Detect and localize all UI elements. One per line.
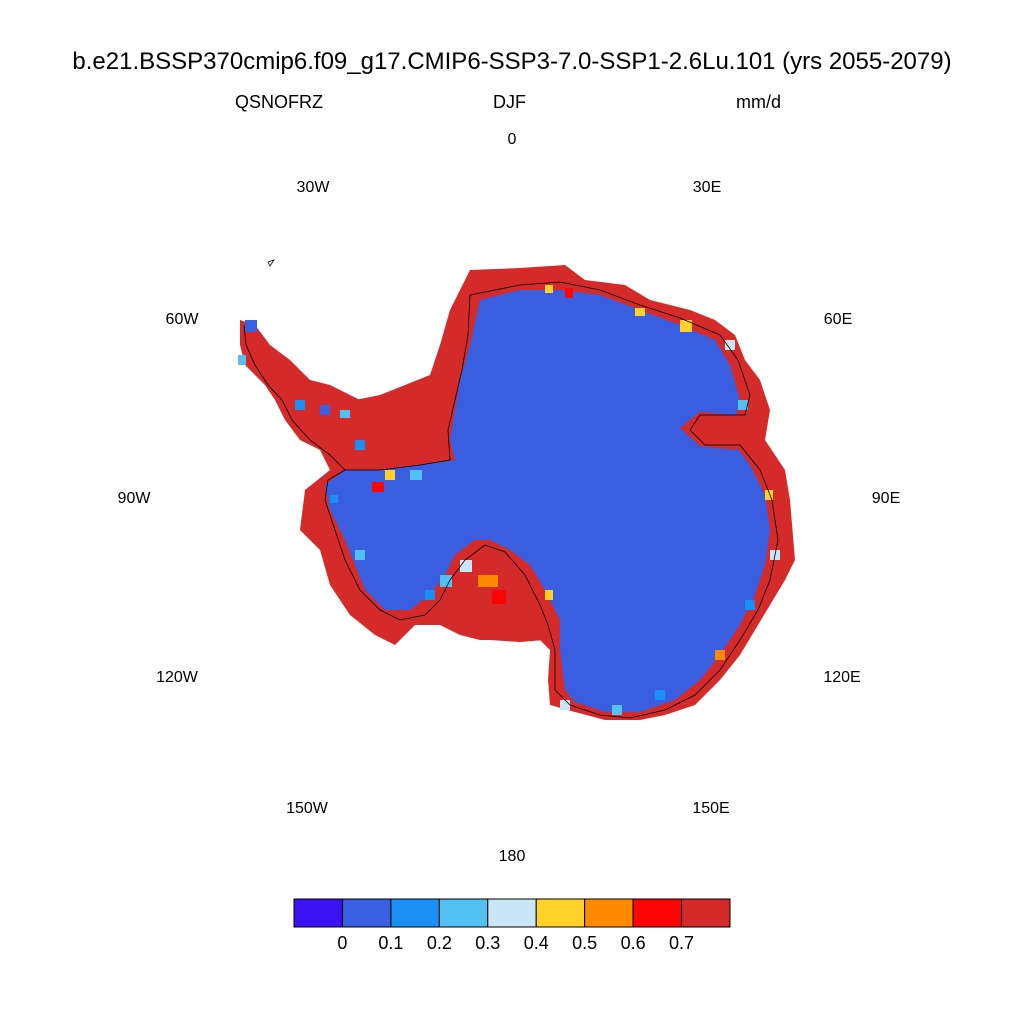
lon-label-120w: 120W (156, 669, 198, 686)
colorbar (293, 898, 731, 928)
colorbar-box (438, 898, 489, 928)
lon-label-30w: 30W (296, 179, 330, 196)
lon-label-150w: 150W (286, 800, 328, 817)
colorbar-tick-label: 0 (337, 933, 348, 953)
season-label: DJF (493, 92, 526, 112)
colorbar-box (535, 898, 586, 928)
units-label: mm/d (736, 92, 781, 112)
colorbar-tick-label: 0.4 (523, 933, 549, 953)
colorbar-box (390, 898, 440, 928)
ice-sheet-interior (325, 290, 770, 712)
plot-title: b.e21.BSSP370cmip6.f09_g17.CMIP6-SSP3-7.… (72, 48, 952, 75)
lon-label-90e: 90E (871, 490, 901, 507)
lon-label-120e: 120E (823, 669, 861, 686)
colorbar-tick-label: 0.3 (475, 933, 501, 953)
colorbar-box (487, 898, 537, 928)
colorbar-box (341, 898, 392, 928)
colorbar-tick-label: 0.2 (426, 933, 452, 953)
edge-cells (238, 285, 780, 715)
variable-label: QSNOFRZ (235, 92, 323, 112)
lon-label-90w: 90W (117, 490, 151, 507)
colorbar-tick-label: 0.6 (620, 933, 646, 953)
colorbar-tick-label: 0.1 (378, 933, 404, 953)
lon-label-0: 0 (507, 131, 517, 148)
lon-label-150e: 150E (692, 800, 730, 817)
amery-inlet (680, 412, 748, 450)
colorbar-box (632, 898, 683, 928)
colorbar-box (681, 898, 731, 928)
lon-label-30e: 30E (692, 179, 722, 196)
colorbar-tick-label: 0.5 (572, 933, 598, 953)
coastline (243, 259, 779, 719)
lon-label-60w: 60W (165, 311, 199, 328)
lon-label-180: 180 (498, 848, 526, 865)
colorbar-box (293, 898, 343, 928)
colorbar-tick-label: 0.7 (669, 933, 695, 953)
lon-label-60e: 60E (823, 311, 853, 328)
ronne-shelf (345, 392, 450, 468)
colorbar-box (584, 898, 634, 928)
